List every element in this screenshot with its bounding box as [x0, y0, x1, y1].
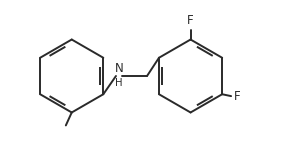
Text: F: F — [187, 14, 194, 27]
Text: F: F — [233, 90, 240, 103]
Text: N: N — [115, 62, 123, 75]
Text: H: H — [115, 78, 123, 88]
